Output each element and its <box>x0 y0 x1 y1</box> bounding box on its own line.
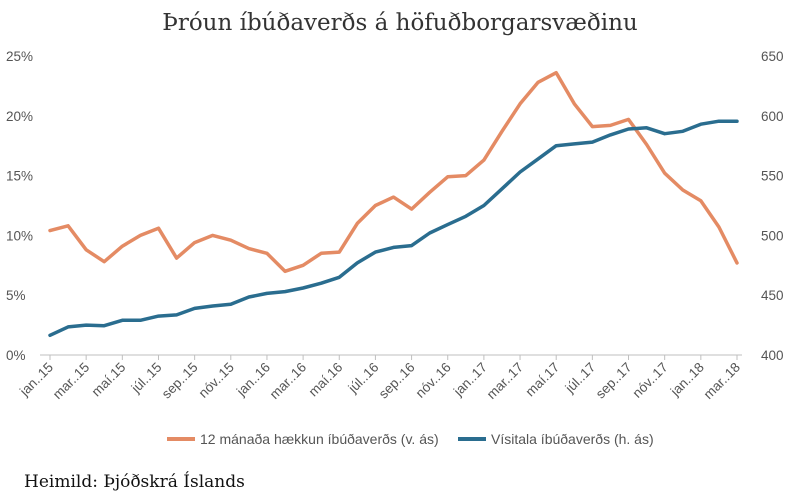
x-tick-label: maí.16 <box>306 360 346 400</box>
chart-title: Þróun íbúðaverðs á höfuðborgarsvæðinu <box>162 10 637 36</box>
y-right-tick-label: 650 <box>761 49 784 64</box>
x-tick-label: nóv..17 <box>630 360 671 401</box>
y-left-tick-label: 15% <box>6 169 33 184</box>
y-right-tick-label: 400 <box>761 348 784 363</box>
series-line-1 <box>48 119 739 338</box>
x-tick-label: sep..17 <box>593 360 635 402</box>
y-right-tick-label: 550 <box>761 169 784 184</box>
chart-legend: 12 mánaða hækkun íbúðaverðs (v. ás) Vísi… <box>167 431 654 447</box>
legend-label-series-0: 12 mánaða hækkun íbúðaverðs (v. ás) <box>200 431 439 447</box>
x-tick-label: jan..17 <box>450 360 490 400</box>
x-tick-label: mar..16 <box>267 360 309 402</box>
y-left-tick-label: 5% <box>6 288 26 303</box>
chart-lines <box>48 70 739 338</box>
x-tick-label: sep..16 <box>376 360 418 402</box>
y-left-tick-label: 20% <box>6 109 33 124</box>
x-tick-label: jan..16 <box>233 360 273 400</box>
x-tick-label: nóv..15 <box>196 360 237 401</box>
chart-axes: 0% 5% 10% 15% 20% 25% 400 450 500 550 600 650 jan..1… <box>6 49 784 402</box>
x-tick-label: mar..17 <box>484 360 526 402</box>
y-right-tick-label: 600 <box>761 109 784 124</box>
x-tick-label: maí.15 <box>89 360 129 400</box>
x-tick-label: nóv..16 <box>413 360 454 401</box>
y-left-tick-label: 25% <box>6 49 33 64</box>
legend-label-series-1: Vísitala íbúðaverðs (h. ás) <box>491 431 654 447</box>
x-tick-label: sep..15 <box>159 360 201 402</box>
x-tick-label: jan..15 <box>16 360 56 400</box>
series-line-0 <box>48 70 739 274</box>
source-note: Heimild: Þjóðskrá Íslands <box>24 472 245 492</box>
y-right-tick-label: 500 <box>761 228 784 243</box>
y-left-tick-label: 10% <box>6 228 33 243</box>
x-tick-label: mar..18 <box>701 360 743 402</box>
x-tick-label: jan..18 <box>667 360 707 400</box>
y-right-tick-label: 450 <box>761 288 784 303</box>
x-tick-label: maí.17 <box>523 360 563 400</box>
x-tick-label: mar..15 <box>50 360 92 402</box>
y-left-tick-label: 0% <box>6 348 26 363</box>
